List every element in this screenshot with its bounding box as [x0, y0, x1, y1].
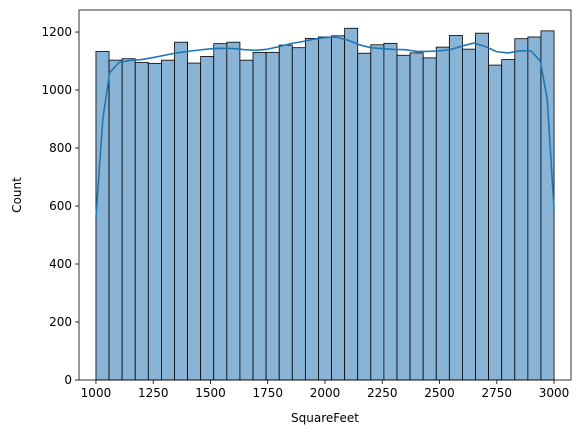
histogram-bar: [514, 38, 529, 381]
histogram-bar: [147, 62, 162, 381]
histogram-bar: [422, 57, 437, 381]
histogram-bar: [540, 30, 555, 381]
histogram-bar: [501, 59, 516, 381]
x-axis-ticks: 1000 1250 1500 1750 2000 2250 2500 2750 3000: [81, 380, 570, 400]
y-tick-label: 400: [49, 257, 72, 271]
histogram-bar: [226, 41, 241, 381]
histogram-bar: [396, 54, 411, 381]
histogram-bar: [160, 59, 175, 381]
histogram-bar: [527, 36, 542, 381]
histogram-bar: [134, 62, 149, 381]
histogram-bar: [318, 36, 332, 381]
histogram-bar: [462, 48, 476, 381]
histogram-bar: [213, 43, 228, 381]
x-axis-label: SquareFeet: [291, 411, 359, 425]
histogram-bar: [291, 47, 306, 381]
histogram-bar: [331, 35, 346, 381]
histogram-bar: [252, 51, 267, 381]
histogram-bar: [187, 62, 202, 381]
histogram-bar: [265, 51, 280, 381]
histogram-bar: [121, 58, 136, 381]
histogram-bar: [108, 59, 123, 381]
kde-curve: [95, 36, 555, 218]
y-tick-label: 1000: [41, 83, 72, 97]
histogram-bar: [409, 52, 424, 381]
histogram-bar: [239, 59, 254, 381]
histogram-bar: [304, 38, 319, 381]
x-tick-label: 3000: [539, 386, 570, 400]
x-tick-label: 2000: [310, 386, 341, 400]
y-axis-ticks: 0 200 400 600 800 1000 1200: [41, 25, 79, 387]
x-tick-label: 2750: [482, 386, 513, 400]
y-tick-label: 200: [49, 315, 72, 329]
x-tick-label: 2500: [424, 386, 455, 400]
y-tick-label: 1200: [41, 25, 72, 39]
histogram-bar: [488, 64, 503, 381]
histogram-bars: [95, 27, 555, 381]
x-tick-label: 1250: [138, 386, 169, 400]
y-tick-label: 600: [49, 199, 72, 213]
x-tick-label: 2250: [367, 386, 398, 400]
histogram-bar: [174, 41, 188, 381]
y-tick-label: 800: [49, 141, 72, 155]
histogram-bar: [448, 35, 463, 381]
plot-frame: [78, 9, 572, 381]
histogram-bar: [200, 55, 215, 381]
histogram-bar: [344, 27, 359, 381]
histogram-bar: [383, 42, 398, 381]
histogram-bar: [95, 51, 110, 381]
histogram-bar: [370, 44, 385, 381]
x-tick-label: 1500: [195, 386, 226, 400]
histogram-bar: [357, 52, 372, 381]
x-tick-label: 1750: [252, 386, 283, 400]
x-tick-label: 1000: [81, 386, 112, 400]
histogram-bar: [475, 32, 490, 381]
y-axis-label: Count: [10, 177, 24, 213]
y-tick-label: 0: [64, 373, 72, 387]
histogram-bar: [435, 46, 450, 381]
histogram-bar: [278, 44, 293, 381]
